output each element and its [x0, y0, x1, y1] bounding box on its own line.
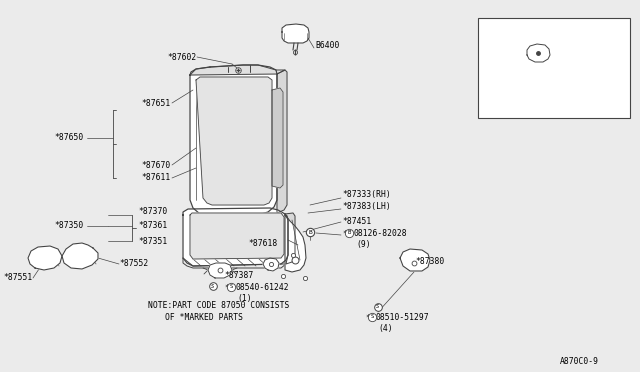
Text: (9): (9): [356, 240, 371, 248]
Text: S: S: [229, 285, 232, 289]
Text: *87387: *87387: [224, 272, 253, 280]
Polygon shape: [190, 65, 277, 216]
Text: S: S: [376, 305, 380, 310]
Polygon shape: [28, 246, 62, 270]
Polygon shape: [208, 263, 232, 278]
Text: (1): (1): [237, 295, 252, 304]
Text: *87670: *87670: [141, 160, 171, 170]
Text: *87551: *87551: [4, 273, 33, 282]
Text: *87350: *87350: [55, 221, 84, 231]
Text: B6400: B6400: [315, 42, 339, 51]
Polygon shape: [400, 249, 430, 271]
Polygon shape: [196, 77, 272, 205]
Text: *87451: *87451: [342, 217, 371, 225]
Text: 08126-82028: 08126-82028: [353, 230, 406, 238]
Text: B: B: [308, 230, 312, 234]
Text: S: S: [371, 314, 374, 320]
Text: *87370: *87370: [139, 206, 168, 215]
Text: *87650: *87650: [55, 134, 84, 142]
Text: NOTE:PART CODE 87050 CONSISTS: NOTE:PART CODE 87050 CONSISTS: [148, 301, 289, 310]
Text: S: S: [211, 283, 214, 289]
Polygon shape: [272, 88, 283, 188]
Polygon shape: [263, 258, 279, 271]
Text: *: *: [224, 283, 229, 292]
Polygon shape: [527, 44, 550, 62]
Polygon shape: [277, 70, 287, 213]
Polygon shape: [285, 215, 306, 272]
Text: *87552: *87552: [119, 260, 148, 269]
Polygon shape: [183, 208, 288, 266]
Text: *87383(LH): *87383(LH): [342, 202, 391, 212]
Polygon shape: [285, 213, 295, 264]
Text: *87618: *87618: [248, 240, 277, 248]
Text: A870C0-9: A870C0-9: [560, 357, 599, 366]
Polygon shape: [282, 24, 309, 43]
Text: *87651: *87651: [141, 99, 171, 108]
Text: *87382: *87382: [504, 86, 533, 94]
Text: 08510-51297: 08510-51297: [376, 314, 429, 323]
Bar: [478, 18, 630, 118]
Text: *: *: [365, 314, 370, 323]
Text: (4): (4): [378, 324, 392, 333]
Text: *: *: [342, 230, 347, 238]
Text: USA.3HB.DX: USA.3HB.DX: [485, 26, 538, 35]
Text: *87602: *87602: [168, 52, 197, 61]
Text: B: B: [348, 231, 351, 235]
Polygon shape: [190, 65, 285, 75]
Text: *87333(RH): *87333(RH): [342, 190, 391, 199]
Polygon shape: [62, 243, 98, 269]
Text: *87361: *87361: [139, 221, 168, 231]
Text: *87380: *87380: [415, 257, 444, 266]
Polygon shape: [190, 213, 284, 259]
Text: OF *MARKED PARTS: OF *MARKED PARTS: [165, 312, 243, 321]
Text: 08540-61242: 08540-61242: [235, 283, 289, 292]
Text: *87351: *87351: [139, 237, 168, 246]
Text: *87611: *87611: [141, 173, 171, 183]
